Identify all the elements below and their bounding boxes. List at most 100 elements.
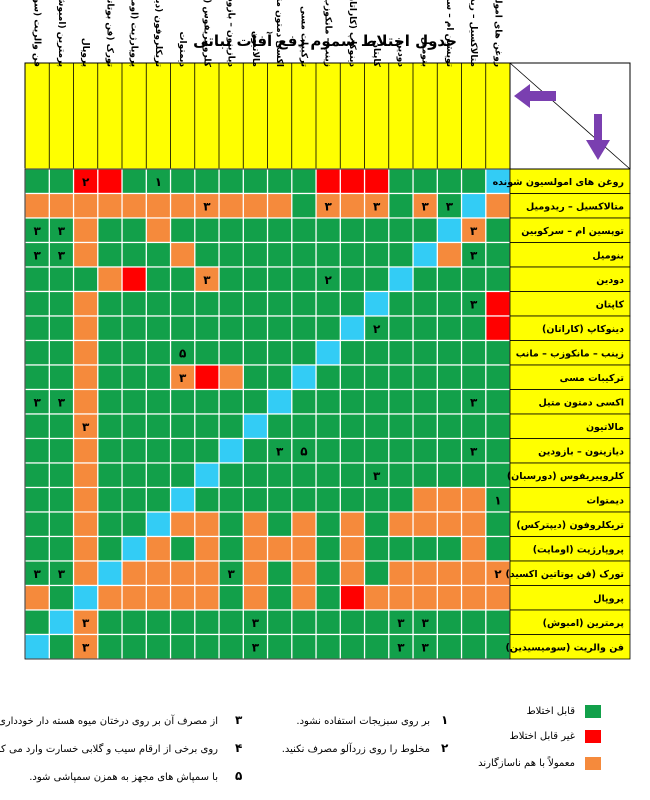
matrix-cell [485,315,511,342]
matrix-cell [363,486,390,513]
matrix-cell [363,560,390,587]
matrix-cell [218,290,244,317]
matrix-cell [97,609,123,636]
matrix-cell [145,290,172,317]
matrix-cell [121,364,147,391]
matrix-cell [121,315,147,342]
row-header-cell [509,193,631,219]
matrix-cell [72,364,99,391]
matrix-cell [388,217,414,244]
matrix-cell [24,584,50,611]
matrix-cell [485,192,511,219]
matrix-cell [460,266,487,293]
matrix-cell [218,535,244,562]
matrix-cell [315,486,341,513]
row-header-cell [509,413,631,439]
matrix-cell [412,192,438,219]
diagonal-cell [242,413,269,440]
matrix-cell [169,217,196,244]
row-header-label: دینوکاپ (کاراتان) [542,324,624,335]
matrix-cell [291,535,317,562]
matrix-cell [218,315,244,342]
matrix-cell [388,290,414,317]
cell-footnote-number: ۳ [58,395,66,409]
matrix-cell [72,290,99,317]
matrix-cell [339,413,366,440]
matrix-cell [388,192,414,219]
matrix-cell [242,535,269,562]
matrix-cell [460,511,487,538]
matrix-cell [412,315,438,342]
matrix-cell [291,388,317,415]
matrix-cell [169,192,196,219]
matrix-cell [460,315,487,342]
row-header-label: دودین [596,275,624,286]
matrix-cell [315,633,341,660]
matrix-cell [266,241,293,268]
matrix-cell [169,511,196,538]
matrix-cell [72,535,99,562]
matrix-cell [291,413,317,440]
matrix-cell [24,437,50,464]
matrix-cell [218,192,244,219]
matrix-cell [121,511,147,538]
row-header-cell [509,487,631,513]
matrix-cell [194,560,220,587]
matrix-cell [363,633,390,660]
matrix-cell [412,413,438,440]
cell-footnote-number: ۳ [82,616,90,630]
diagonal-cell [291,364,317,391]
diagonal-cell [97,560,123,587]
matrix-cell [97,486,123,513]
matrix-cell [145,437,172,464]
matrix-cell [485,486,511,513]
matrix-cell [412,511,438,538]
matrix-cell [121,633,147,660]
corner-diagonal [509,62,631,170]
matrix-cell [436,413,463,440]
matrix-cell [97,266,123,293]
cell-footnote-number: ۳ [203,273,211,287]
row-header-label: مالاتیون [586,422,624,433]
matrix-cell [97,511,123,538]
diagonal-cell [194,462,220,489]
matrix-cell [121,192,147,219]
matrix-cell [412,388,438,415]
matrix-cell [121,609,147,636]
matrix-cell [242,609,269,636]
row-header-label: پروپال [593,593,624,604]
cell-footnote-number: ۲ [494,567,502,581]
matrix-cell [363,168,390,195]
matrix-cell [266,266,293,293]
diagonal-cell [363,290,390,317]
matrix-cell [436,290,463,317]
matrix-cell [72,462,99,489]
matrix-cell [315,217,341,244]
column-header-label: تریکلروفون (دیپترکس) [153,0,163,67]
matrix-cell [169,241,196,268]
matrix-cell [460,535,487,562]
matrix-cell [145,413,172,440]
matrix-cell [97,633,123,660]
matrix-cell [436,241,463,268]
cell-footnote-number: ۳ [33,224,41,238]
matrix-cell [218,364,244,391]
matrix-cell [436,364,463,391]
matrix-cell [121,339,147,366]
matrix-cell [169,609,196,636]
matrix-cell [291,315,317,342]
matrix-cell [266,633,293,660]
matrix-cell [24,535,50,562]
matrix-cell [388,511,414,538]
matrix-cell [388,535,414,562]
matrix-cell [485,535,511,562]
matrix-cell [97,462,123,489]
diagonal-cell [218,437,244,464]
matrix-cell [169,413,196,440]
row-header-cell [509,168,631,194]
matrix-cell [242,315,269,342]
matrix-cell [485,633,511,660]
matrix-cell [266,364,293,391]
matrix-cell [145,560,172,587]
column-header-label: کلروپیریفوس (دورسبان) [201,0,211,68]
